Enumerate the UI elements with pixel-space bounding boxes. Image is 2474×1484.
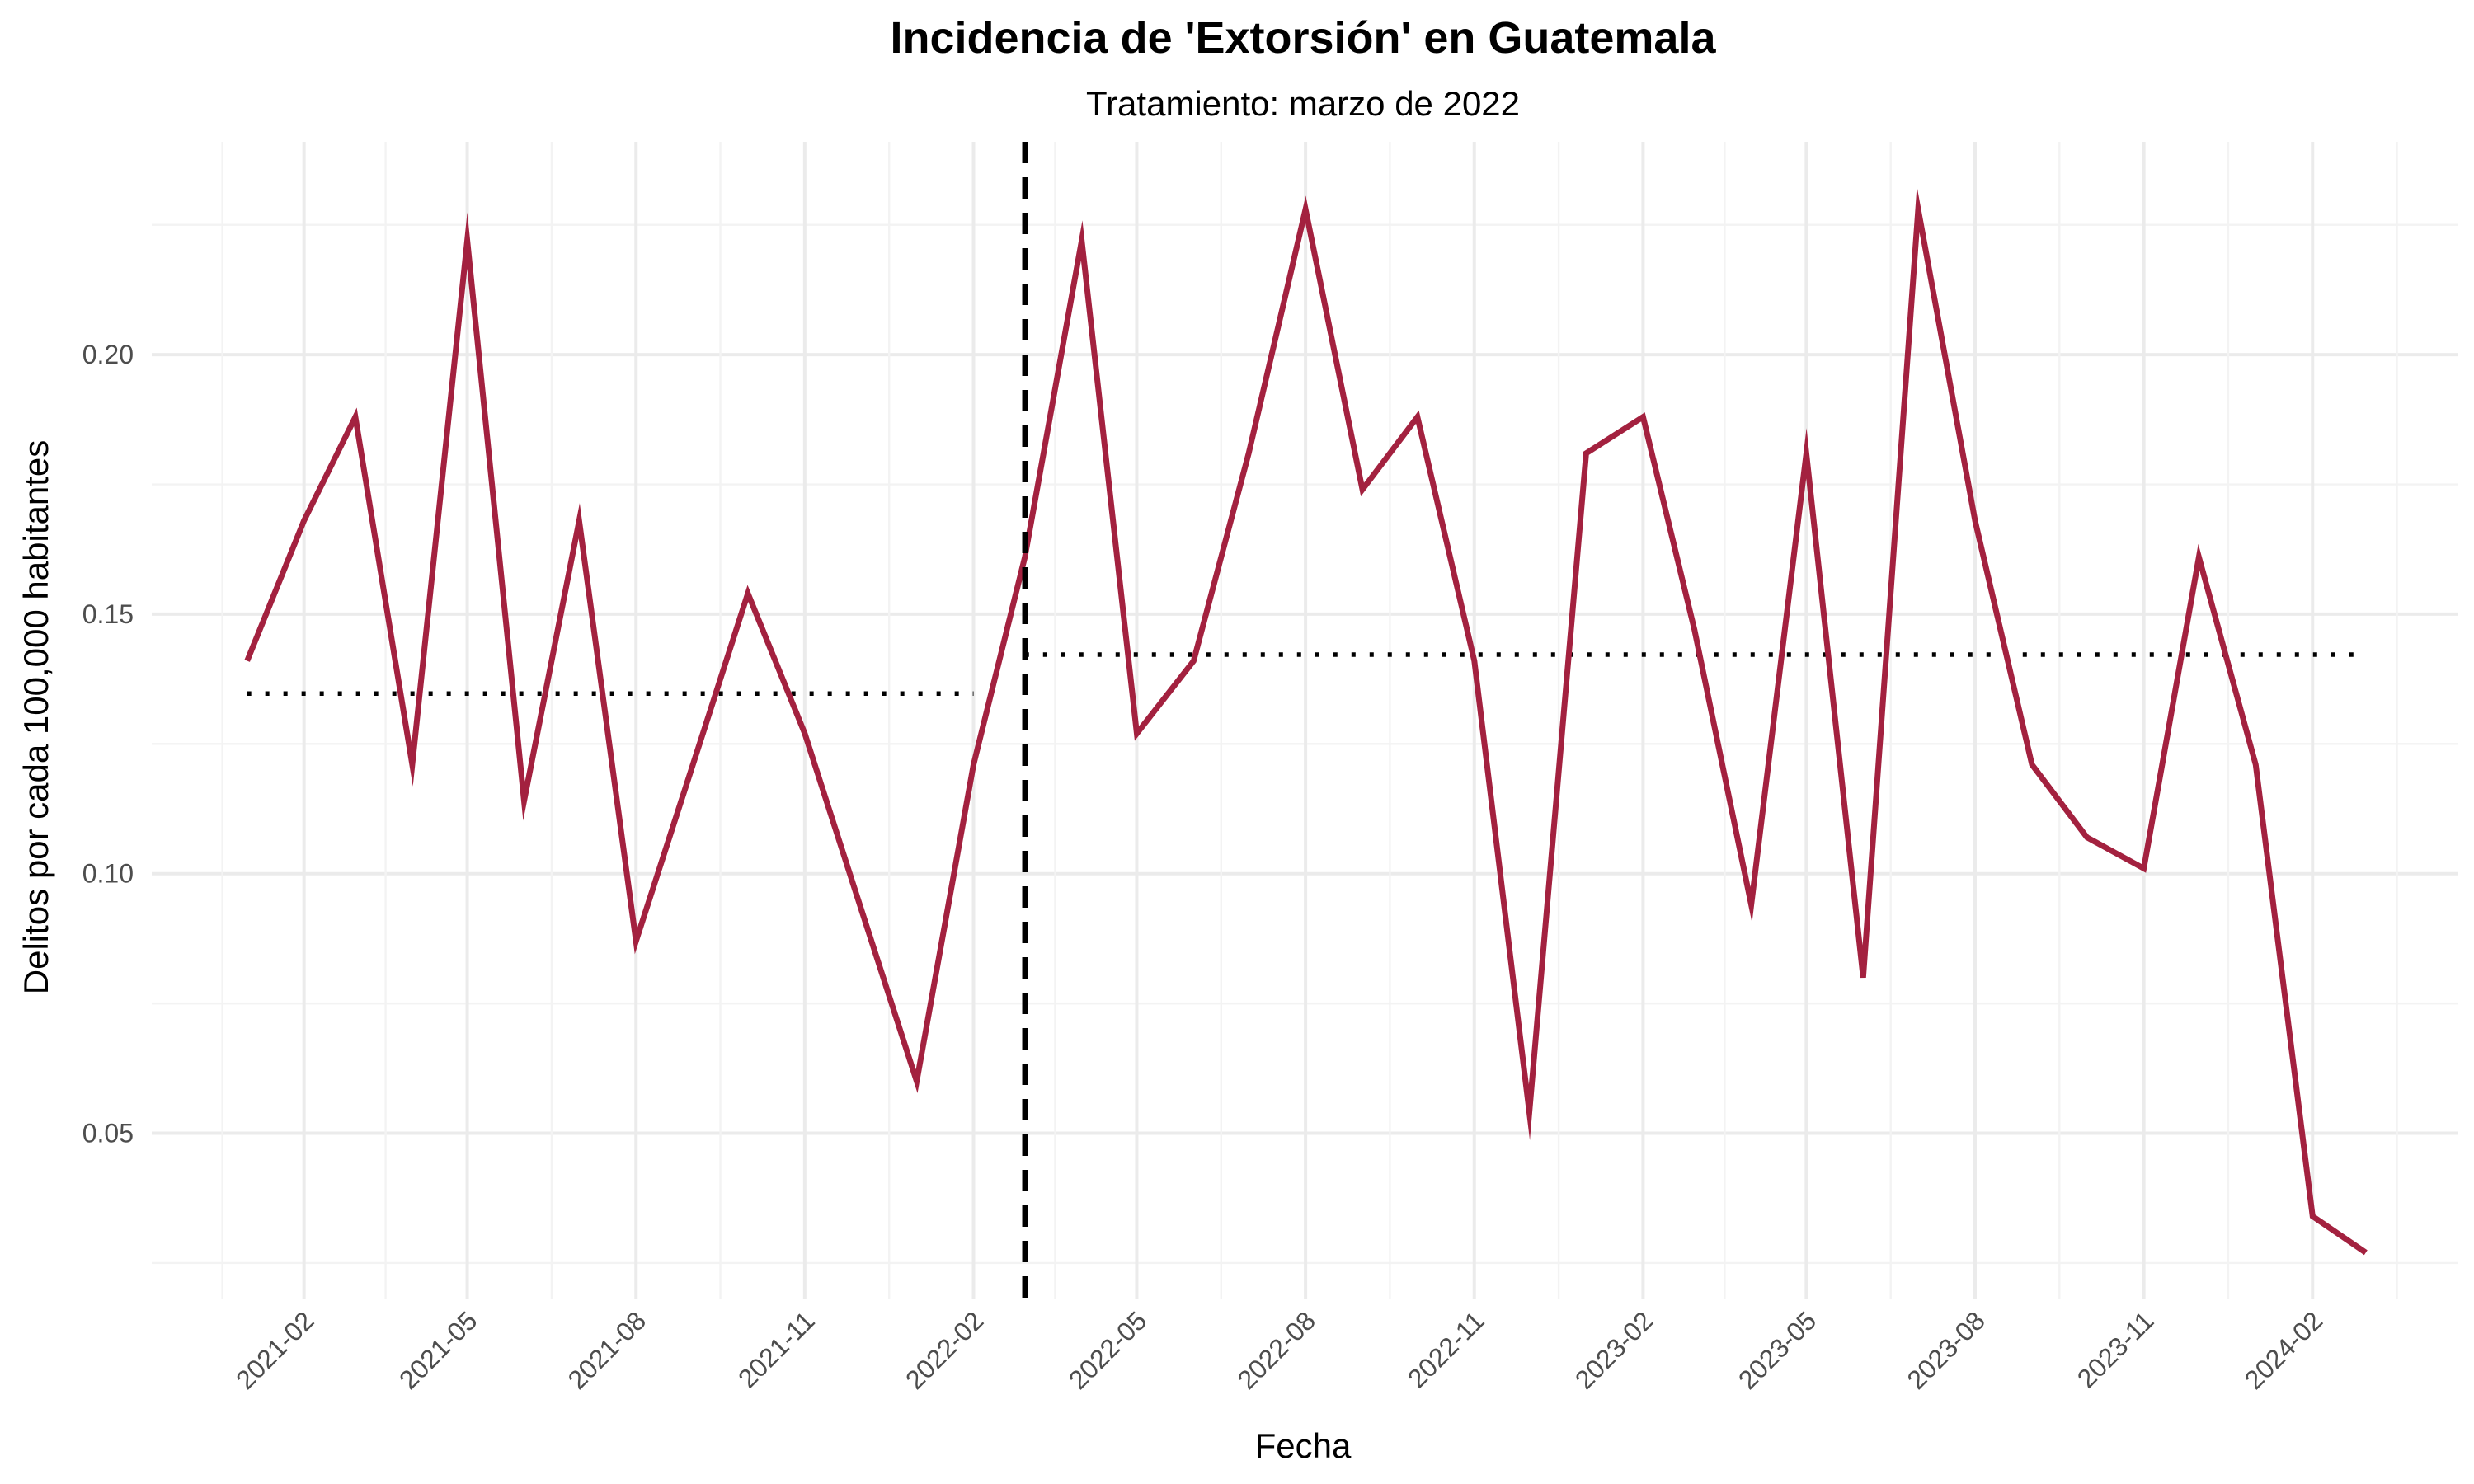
x-tick-label: 2021-02 xyxy=(230,1305,319,1394)
x-tick-label: 2021-11 xyxy=(732,1305,821,1393)
y-tick-label: 0.15 xyxy=(82,599,134,629)
y-tick-label: 0.20 xyxy=(82,340,134,369)
y-axis-title: Delitos por cada 100,000 habitantes xyxy=(16,440,55,994)
y-axis-ticks: 0.05 0.10 0.15 0.20 xyxy=(82,340,134,1148)
grid xyxy=(152,142,2458,1299)
x-tick-label: 2022-05 xyxy=(1063,1305,1152,1394)
plot-area xyxy=(152,142,2458,1299)
x-tick-label: 2022-08 xyxy=(1232,1305,1321,1394)
chart-title: Incidencia de 'Extorsión' en Guatemala xyxy=(891,13,1717,63)
x-tick-label: 2022-11 xyxy=(1402,1305,1490,1393)
chart-subtitle: Tratamiento: marzo de 2022 xyxy=(1086,84,1520,123)
x-tick-label: 2021-05 xyxy=(393,1305,482,1394)
x-axis-title: Fecha xyxy=(1255,1426,1352,1465)
marks xyxy=(244,142,2368,1299)
x-tick-label: 2021-08 xyxy=(562,1305,651,1394)
x-tick-label: 2023-08 xyxy=(1901,1305,1990,1394)
x-tick-label: 2023-02 xyxy=(1569,1305,1658,1394)
series-line xyxy=(244,186,2368,1256)
x-tick-label: 2022-02 xyxy=(900,1305,989,1394)
x-tick-label: 2023-05 xyxy=(1733,1305,1822,1394)
x-axis-ticks: 2021-02 2021-05 2021-08 2021-11 2022-02 2022-… xyxy=(230,1305,2328,1394)
x-tick-label: 2024-02 xyxy=(2239,1305,2328,1394)
x-tick-label: 2023-11 xyxy=(2072,1305,2160,1393)
y-tick-label: 0.10 xyxy=(82,859,134,889)
y-tick-label: 0.05 xyxy=(82,1119,134,1148)
